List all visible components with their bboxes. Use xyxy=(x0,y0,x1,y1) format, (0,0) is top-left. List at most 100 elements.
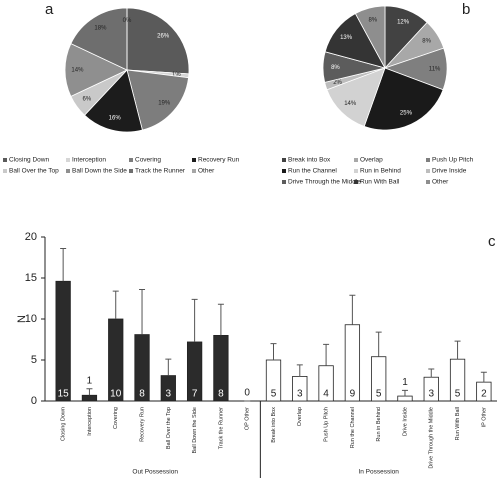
legend-label: Recovery Run xyxy=(198,157,240,164)
x-tick-label: Track the Runner xyxy=(218,407,224,449)
legend-label: Run the Channel xyxy=(288,168,337,175)
pie-slice xyxy=(83,69,143,133)
legend-label: Ball Over the Top xyxy=(9,168,59,175)
legend-label: Covering xyxy=(135,157,161,164)
value-label: 5 xyxy=(455,389,461,400)
legend-label: Drive Through the Middle xyxy=(288,179,361,186)
slice-label: 8% xyxy=(331,65,340,71)
slice-label: 18% xyxy=(94,26,107,32)
value-label: 1 xyxy=(402,377,408,388)
legend-swatch xyxy=(192,158,196,162)
legend-label: Closing Down xyxy=(9,157,49,164)
slice-label: 11% xyxy=(429,66,441,72)
pie-slice xyxy=(126,7,190,75)
pie-slice xyxy=(363,67,444,131)
error-bar xyxy=(217,303,224,336)
slice-label: 14% xyxy=(71,68,84,74)
y-tick-label: 10 xyxy=(25,313,37,325)
value-label: 9 xyxy=(350,389,356,400)
value-label: 10 xyxy=(110,389,122,400)
error-bar xyxy=(270,343,277,360)
error-bar xyxy=(401,389,408,397)
legend-swatch xyxy=(129,169,133,173)
error-bar xyxy=(112,290,119,319)
x-tick-label: Ball Down the Side xyxy=(192,407,198,453)
value-label: 5 xyxy=(271,389,277,400)
value-label: 3 xyxy=(428,389,434,400)
error-bar xyxy=(428,368,435,378)
error-bar xyxy=(323,343,330,366)
legend-label: Break into Box xyxy=(288,157,331,164)
legend-swatch xyxy=(66,158,70,162)
legend-label: Run in Behind xyxy=(360,168,401,175)
slice-label: 8% xyxy=(422,39,431,45)
y-tick-label: 15 xyxy=(25,272,37,284)
legend-label: Other xyxy=(198,168,215,175)
slice-label: 1% xyxy=(172,72,181,78)
slice-label: 19% xyxy=(158,100,171,106)
legend-swatch xyxy=(426,158,430,162)
bar xyxy=(397,395,413,402)
x-tick-label: IP Other xyxy=(481,407,487,428)
slice-label: 12% xyxy=(397,19,410,25)
legend-label: Other xyxy=(432,179,449,186)
group-label: In Possession xyxy=(358,469,399,476)
panel-label: c xyxy=(488,233,496,250)
pie-slice xyxy=(354,5,386,69)
slice-label: 6% xyxy=(83,97,92,103)
x-tick-label: Drive Inside xyxy=(402,407,408,436)
bar xyxy=(55,280,71,402)
slice-label: 16% xyxy=(109,116,122,122)
x-tick-label: Ball Over the Top xyxy=(166,407,172,449)
error-bar xyxy=(165,358,172,376)
x-tick-label: Interception xyxy=(87,407,93,436)
error-bar xyxy=(454,340,461,360)
x-tick-label: Closing Down xyxy=(61,407,67,441)
slice-label: 13% xyxy=(340,35,353,41)
error-bar xyxy=(86,388,93,396)
legend-swatch xyxy=(3,158,7,162)
y-axis-label: N xyxy=(16,315,28,323)
value-label: 2 xyxy=(481,389,487,400)
x-tick-label: Recovery Run xyxy=(139,407,145,442)
error-bar xyxy=(60,247,67,282)
legend-swatch xyxy=(426,180,430,184)
y-tick-label: 5 xyxy=(31,354,37,366)
legend-swatch xyxy=(354,158,358,162)
value-label: 5 xyxy=(376,389,382,400)
value-label: 3 xyxy=(166,389,172,400)
slice-label: 8% xyxy=(368,18,377,24)
value-label: 15 xyxy=(58,389,70,400)
value-label: 7 xyxy=(192,389,198,400)
legend-label: Drive Inside xyxy=(432,168,467,175)
x-tick-label: Overlap xyxy=(297,407,303,426)
error-bar xyxy=(191,298,198,342)
slice-label: 2% xyxy=(333,80,342,86)
value-label: 1 xyxy=(87,375,93,386)
x-tick-label: Run the Channel xyxy=(350,407,356,448)
pie-slice xyxy=(64,43,128,97)
pie-slice xyxy=(70,7,128,71)
legend-swatch xyxy=(426,169,430,173)
slice-label: 26% xyxy=(157,34,170,40)
panel-label: a xyxy=(45,1,54,18)
pie-slice xyxy=(326,67,386,127)
legend-label: Run With Ball xyxy=(360,179,400,186)
legend-swatch xyxy=(282,180,286,184)
slice-label: 14% xyxy=(344,101,357,107)
legend-swatch xyxy=(66,169,70,173)
error-bar xyxy=(349,294,356,325)
x-tick-label: Run in Behind xyxy=(376,407,382,442)
legend-label: Ball Down the Side xyxy=(72,168,127,175)
value-label: 4 xyxy=(323,389,329,400)
legend-swatch xyxy=(354,180,358,184)
x-tick-label: Covering xyxy=(113,407,119,429)
legend-label: Overlap xyxy=(360,157,383,164)
legend-swatch xyxy=(282,158,286,162)
x-tick-label: Run With Ball xyxy=(455,407,461,440)
legend-swatch xyxy=(282,169,286,173)
y-tick-label: 0 xyxy=(31,395,37,407)
legend-swatch xyxy=(354,169,358,173)
legend-swatch xyxy=(129,158,133,162)
